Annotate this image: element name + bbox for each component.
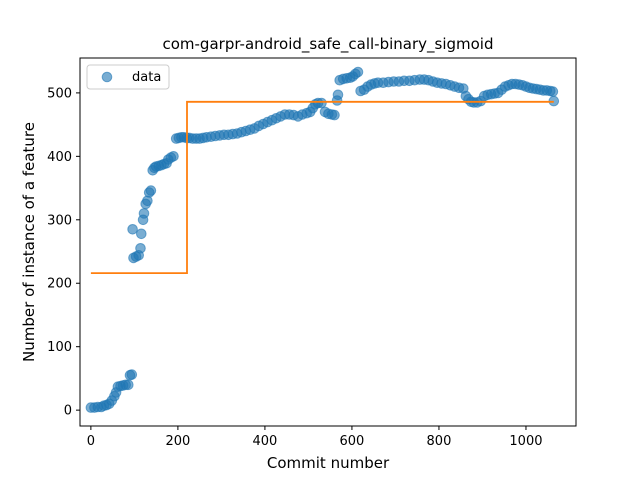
- x-tick-label: 400: [252, 434, 277, 449]
- y-tick-label: 400: [47, 150, 72, 165]
- data-point: [168, 151, 179, 162]
- fit-line: [90, 100, 554, 274]
- y-tick-label: 300: [47, 213, 72, 228]
- data-point: [329, 109, 340, 121]
- x-tick-label: 0: [87, 434, 95, 449]
- data-point: [352, 66, 364, 78]
- plot-frame: [79, 57, 577, 427]
- data-point: [136, 228, 147, 240]
- x-tick-label: 600: [340, 434, 365, 449]
- x-tick-label: 800: [427, 434, 452, 449]
- y-tick-label: 500: [47, 86, 72, 101]
- data-point: [145, 185, 157, 196]
- chart-title: com-garpr-android_safe_call-binary_sigmo…: [162, 35, 493, 54]
- plot-marks: [85, 66, 560, 413]
- data-point: [138, 208, 150, 219]
- y-axis-label: Number of instance of a feature: [20, 122, 38, 362]
- data-point: [127, 224, 138, 235]
- data-point: [123, 379, 134, 391]
- legend-box: [86, 64, 170, 90]
- data-point: [135, 243, 146, 254]
- legend-label-data: data: [132, 70, 161, 85]
- legend-marker-data: [101, 71, 113, 83]
- data-point: [547, 86, 559, 97]
- y-axis: 0 100 200 300 400 500: [47, 86, 80, 419]
- x-axis-label: Commit number: [267, 454, 390, 472]
- data-point: [332, 89, 344, 101]
- x-tick-label: 1000: [509, 434, 542, 449]
- legend: data: [86, 64, 170, 90]
- y-tick-label: 200: [47, 277, 72, 292]
- y-tick-label: 0: [64, 404, 72, 419]
- data-point: [126, 369, 138, 380]
- x-axis: 0 200 400 600 800 1000: [87, 426, 543, 449]
- plot-area: [85, 66, 560, 413]
- data-point: [316, 97, 327, 109]
- y-tick-label: 100: [47, 340, 72, 355]
- x-tick-label: 200: [165, 434, 190, 449]
